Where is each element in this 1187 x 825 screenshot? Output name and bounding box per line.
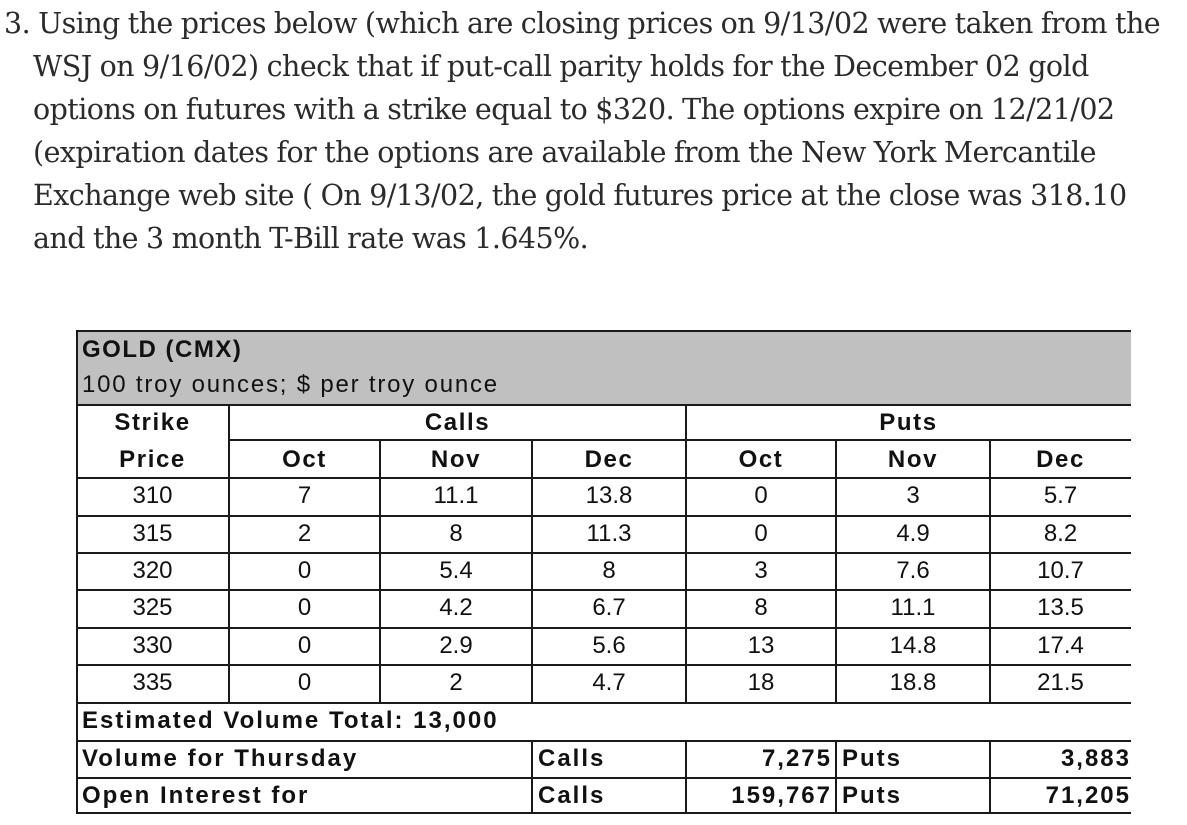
- call-nov-cell: 5.4: [439, 557, 473, 584]
- question-line-6: and the 3 month T-Bill rate was 1.645%.: [33, 222, 589, 255]
- call-oct-cell: 7: [297, 482, 312, 509]
- table-title: GOLD (CMX): [82, 336, 243, 363]
- strike-cell: 310: [132, 482, 173, 509]
- table-title-band: GOLD (CMX) 100 troy ounces; $ per troy o…: [76, 330, 1131, 406]
- open-interest-puts-value: 71,205: [1045, 782, 1131, 809]
- open-interest-label: Open Interest for: [82, 782, 310, 809]
- col-line-puts-nov: [989, 440, 991, 703]
- col-line-calls-oct: [379, 440, 381, 703]
- call-nov-cell: 11.1: [433, 482, 479, 509]
- question-line-3: options on futures with a strike equal t…: [33, 93, 1115, 126]
- header-calls-nov: Nov: [430, 446, 482, 473]
- call-nov-cell: 4.2: [439, 594, 473, 621]
- put-dec-cell: 5.7: [1043, 482, 1078, 509]
- strike-cell: 325: [132, 594, 173, 621]
- put-oct-cell: 0: [754, 482, 768, 509]
- put-dec-cell: 13.5: [1037, 594, 1084, 621]
- col-line-summary-3: [835, 740, 837, 814]
- row-line: [76, 777, 1131, 779]
- question-line-2: WSJ on 9/16/02) check that if put-call p…: [33, 50, 1089, 83]
- question-line-1: 3. Using the prices below (which are clo…: [4, 7, 1161, 40]
- put-oct-cell: 18: [747, 669, 775, 696]
- put-nov-cell: 18.8: [889, 669, 937, 696]
- open-interest-calls-value: 159,767: [731, 782, 832, 809]
- call-dec-cell: 6.7: [592, 594, 626, 621]
- strike-cell: 315: [132, 520, 173, 547]
- row-line: [76, 702, 1131, 704]
- put-nov-cell: 4.9: [896, 520, 930, 547]
- row-line: [76, 664, 1131, 666]
- header-puts-nov: Nov: [887, 446, 939, 473]
- header-strike-top: Strike: [114, 409, 191, 436]
- call-dec-cell: 5.6: [592, 632, 626, 659]
- gold-options-table: GOLD (CMX) 100 troy ounces; $ per troy o…: [76, 330, 1131, 814]
- col-line-strike: [228, 405, 230, 703]
- question-line-5: Exchange web site ( On 9/13/02, the gold…: [33, 179, 1127, 212]
- put-nov-cell: 14.8: [889, 632, 937, 659]
- volume-puts-value: 3,883: [1060, 745, 1131, 772]
- put-oct-cell: 0: [754, 520, 768, 547]
- table-subtitle: 100 troy ounces; $ per troy ounce: [82, 371, 499, 398]
- put-dec-cell: 8.2: [1043, 520, 1078, 547]
- volume-puts-label: Puts: [842, 745, 903, 772]
- put-nov-cell: 11.1: [890, 594, 936, 621]
- put-dec-cell: 21.5: [1037, 669, 1084, 696]
- call-nov-cell: 2.9: [439, 632, 473, 659]
- call-dec-cell: 8: [602, 557, 616, 584]
- header-calls-dec: Dec: [584, 446, 634, 473]
- volume-calls-value: 7,275: [761, 745, 832, 772]
- call-oct-cell: 0: [297, 632, 312, 659]
- row-line: [76, 627, 1131, 629]
- open-interest-calls-label: Calls: [538, 782, 606, 809]
- call-dec-cell: 11.3: [586, 520, 632, 547]
- table-bottom-line: [76, 812, 1131, 814]
- strike-cell: 320: [132, 557, 173, 584]
- call-dec-cell: 4.7: [592, 669, 626, 696]
- header-bottom-line: [76, 477, 1131, 479]
- header-puts-oct: Oct: [738, 446, 784, 473]
- put-oct-cell: 8: [754, 594, 768, 621]
- header-puts-dec: Dec: [1036, 446, 1085, 473]
- volume-calls-label: Calls: [538, 745, 606, 772]
- strike-cell: 335: [132, 669, 173, 696]
- row-line: [76, 552, 1131, 554]
- call-nov-cell: 2: [449, 669, 463, 696]
- strike-cell: 330: [132, 632, 173, 659]
- row-line: [76, 515, 1131, 517]
- header-puts-group: Puts: [879, 409, 938, 436]
- put-oct-cell: 13: [747, 632, 775, 659]
- header-calls-group: Calls: [424, 409, 491, 436]
- put-oct-cell: 3: [754, 557, 768, 584]
- call-oct-cell: 0: [297, 594, 312, 621]
- col-line-calls-puts: [685, 405, 687, 703]
- put-dec-cell: 17.4: [1037, 632, 1084, 659]
- open-interest-puts-label: Puts: [842, 782, 903, 809]
- border-left: [76, 330, 78, 814]
- header-calls-oct: Oct: [282, 446, 327, 473]
- col-line-calls-nov: [531, 440, 533, 703]
- col-line-summary-1: [531, 740, 533, 814]
- row-line: [76, 589, 1131, 591]
- col-line-puts-oct: [835, 440, 837, 703]
- question-text: 3. Using the prices below (which are clo…: [4, 2, 1187, 260]
- call-dec-cell: 13.8: [585, 482, 633, 509]
- header-strike-bottom: Price: [119, 446, 186, 473]
- put-nov-cell: 7.6: [896, 557, 930, 584]
- col-line-summary-4: [989, 740, 991, 814]
- put-nov-cell: 3: [906, 482, 920, 509]
- question-line-4: (expiration dates for the options are av…: [33, 136, 1096, 169]
- estimated-volume: Estimated Volume Total: 13,000: [82, 707, 499, 734]
- row-line: [76, 740, 1131, 742]
- col-line-summary-2: [685, 740, 687, 814]
- volume-label: Volume for Thursday: [82, 745, 359, 772]
- header-divider: [229, 439, 1131, 441]
- call-oct-cell: 0: [297, 669, 312, 696]
- call-oct-cell: 2: [297, 520, 312, 547]
- call-nov-cell: 8: [449, 520, 463, 547]
- put-dec-cell: 10.7: [1037, 557, 1084, 584]
- call-oct-cell: 0: [297, 557, 312, 584]
